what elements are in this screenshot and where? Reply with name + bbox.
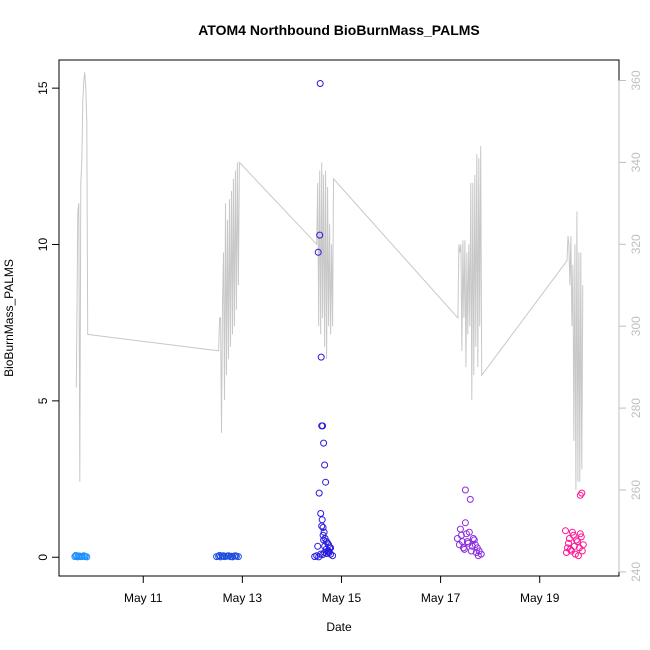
point-series-2-15 xyxy=(319,422,327,430)
y-axis: 0 5 10 15 xyxy=(36,81,60,561)
point-series-2-16 xyxy=(320,439,328,447)
y2-tick-label-2: 280 xyxy=(629,398,643,418)
point-series-4-8 xyxy=(577,533,585,541)
point-series-2-21 xyxy=(318,516,326,524)
point-series-1-11 xyxy=(234,553,242,561)
point-series-1-13 xyxy=(220,552,227,560)
point-series-1-15 xyxy=(228,552,235,560)
point-series-4-14 xyxy=(570,542,578,550)
point-series-0-12 xyxy=(81,552,89,560)
point-series-3-18 xyxy=(462,530,470,538)
point-series-2-29 xyxy=(318,522,326,530)
plot-frame xyxy=(58,59,620,577)
y-axis-label: BioBurnMass_PALMS xyxy=(2,259,16,377)
x-tick-label-4: May 19 xyxy=(520,591,560,605)
point-series-2-18 xyxy=(322,478,330,486)
point-series-3-4 xyxy=(461,519,469,527)
y2-tick-label-5: 340 xyxy=(629,152,643,172)
y2-tick-label-0: 240 xyxy=(629,562,643,582)
y2-tick-label-4: 320 xyxy=(629,234,643,254)
x-axis-label: Date xyxy=(326,620,352,634)
point-series-0-11 xyxy=(78,553,86,561)
point-series-2-13 xyxy=(317,353,325,361)
point-series-2-35 xyxy=(327,544,335,552)
y-tick-label-3: 15 xyxy=(36,81,50,95)
y-tick-label-2: 10 xyxy=(36,238,50,252)
background-series xyxy=(75,72,584,491)
point-series-2-17 xyxy=(321,461,329,469)
point-series-3-21 xyxy=(470,536,478,544)
point-series-2-12 xyxy=(316,80,324,87)
y2-tick-label-6: 360 xyxy=(629,70,643,90)
y2-axis: 240 260 280 300 320 340 360 xyxy=(618,70,643,582)
point-series-4-20 xyxy=(578,489,586,497)
point-series-3-20 xyxy=(468,542,476,550)
point-series-1-14 xyxy=(224,552,231,560)
point-series-4-17 xyxy=(576,530,584,538)
point-series-4-11 xyxy=(565,539,572,547)
point-series-2-22 xyxy=(319,524,327,531)
point-series-2-19 xyxy=(315,489,323,497)
data-points xyxy=(71,80,587,561)
point-series-2-34 xyxy=(325,549,333,556)
point-series-2-4 xyxy=(319,551,327,559)
point-series-4-9 xyxy=(579,541,587,549)
point-series-4-15 xyxy=(572,536,580,544)
point-series-2-20 xyxy=(317,510,325,517)
point-series-4-18 xyxy=(578,547,586,555)
point-series-3-13 xyxy=(461,486,469,494)
y-tick-label-1: 5 xyxy=(36,397,50,404)
point-series-3-7 xyxy=(467,547,475,555)
point-series-2-36 xyxy=(314,542,322,550)
point-series-2-10 xyxy=(314,248,322,256)
point-series-4-0 xyxy=(562,527,569,535)
x-tick-label-2: May 15 xyxy=(322,591,362,605)
y2-tick-label-3: 300 xyxy=(629,316,643,336)
x-tick-label-0: May 11 xyxy=(124,591,163,605)
point-series-4-16 xyxy=(574,552,582,560)
chart-title: ATOM4 Northbound BioBurnMass_PALMS xyxy=(198,22,480,38)
x-tick-label-1: May 13 xyxy=(223,591,263,605)
y2-tick-label-1: 260 xyxy=(629,480,643,500)
point-series-4-13 xyxy=(568,528,576,536)
point-series-1-16 xyxy=(231,552,239,560)
point-series-2-11 xyxy=(316,231,324,239)
point-series-2-37 xyxy=(320,536,328,544)
y-tick-label-0: 0 xyxy=(36,554,50,561)
background-series-line xyxy=(75,72,584,491)
point-series-3-17 xyxy=(460,545,468,553)
point-series-1-12 xyxy=(216,551,224,559)
x-tick-label-3: May 17 xyxy=(421,591,461,605)
x-axis: May 11 May 13 May 15 May 17 May 19 xyxy=(124,575,560,605)
point-series-3-14 xyxy=(466,495,474,503)
point-series-3-15 xyxy=(456,525,464,533)
point-series-3-23 xyxy=(474,552,482,560)
point-series-2-30 xyxy=(319,531,327,539)
point-series-3-8 xyxy=(469,535,477,542)
